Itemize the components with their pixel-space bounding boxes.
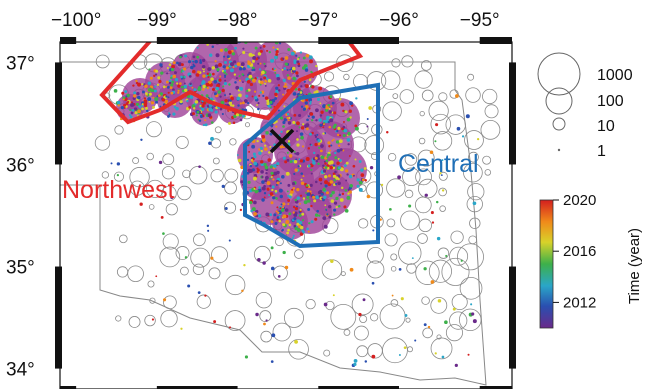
colorbar-title: Time (year) <box>626 228 643 304</box>
lon-tick-label: −98° <box>218 10 258 31</box>
legend-circle-1 <box>558 149 560 151</box>
legend-label-1000: 1000 <box>597 67 633 84</box>
lon-tick-label: −97° <box>298 10 338 31</box>
lon-tick-label: −96° <box>379 10 419 31</box>
legend-label-1: 1 <box>597 143 606 160</box>
colorbar-gradient <box>540 200 553 328</box>
legend-circle-10 <box>553 118 565 130</box>
lat-tick-label: 37° <box>6 53 35 74</box>
colorbar-tick-label: 2020 <box>563 192 596 209</box>
time-colorbar: 2020 2016 2012 Time (year) <box>540 192 643 328</box>
lon-tick-label: −100° <box>51 10 101 31</box>
colorbar-tick-label: 2012 <box>563 294 596 311</box>
longitude-tick-labels: −100° −99° −98° −97° −96° −95° <box>51 10 500 31</box>
legend-label-100: 100 <box>597 93 624 110</box>
lat-tick-label: 35° <box>6 258 35 279</box>
central-label: Central <box>398 150 479 178</box>
lon-tick-label: −99° <box>137 10 177 31</box>
legend-circle-1000 <box>538 53 580 95</box>
latitude-tick-labels: 37° 36° 35° 34° <box>6 53 35 380</box>
legend-circle-100 <box>546 88 572 114</box>
northwest-label: Northwest <box>62 176 175 204</box>
lat-tick-label: 34° <box>6 360 35 381</box>
lon-tick-label: −95° <box>460 10 500 31</box>
lat-tick-label: 36° <box>6 155 35 176</box>
size-legend: 1000 100 10 1 <box>538 53 633 160</box>
legend-label-10: 10 <box>597 118 615 135</box>
colorbar-tick-label: 2016 <box>563 243 596 260</box>
